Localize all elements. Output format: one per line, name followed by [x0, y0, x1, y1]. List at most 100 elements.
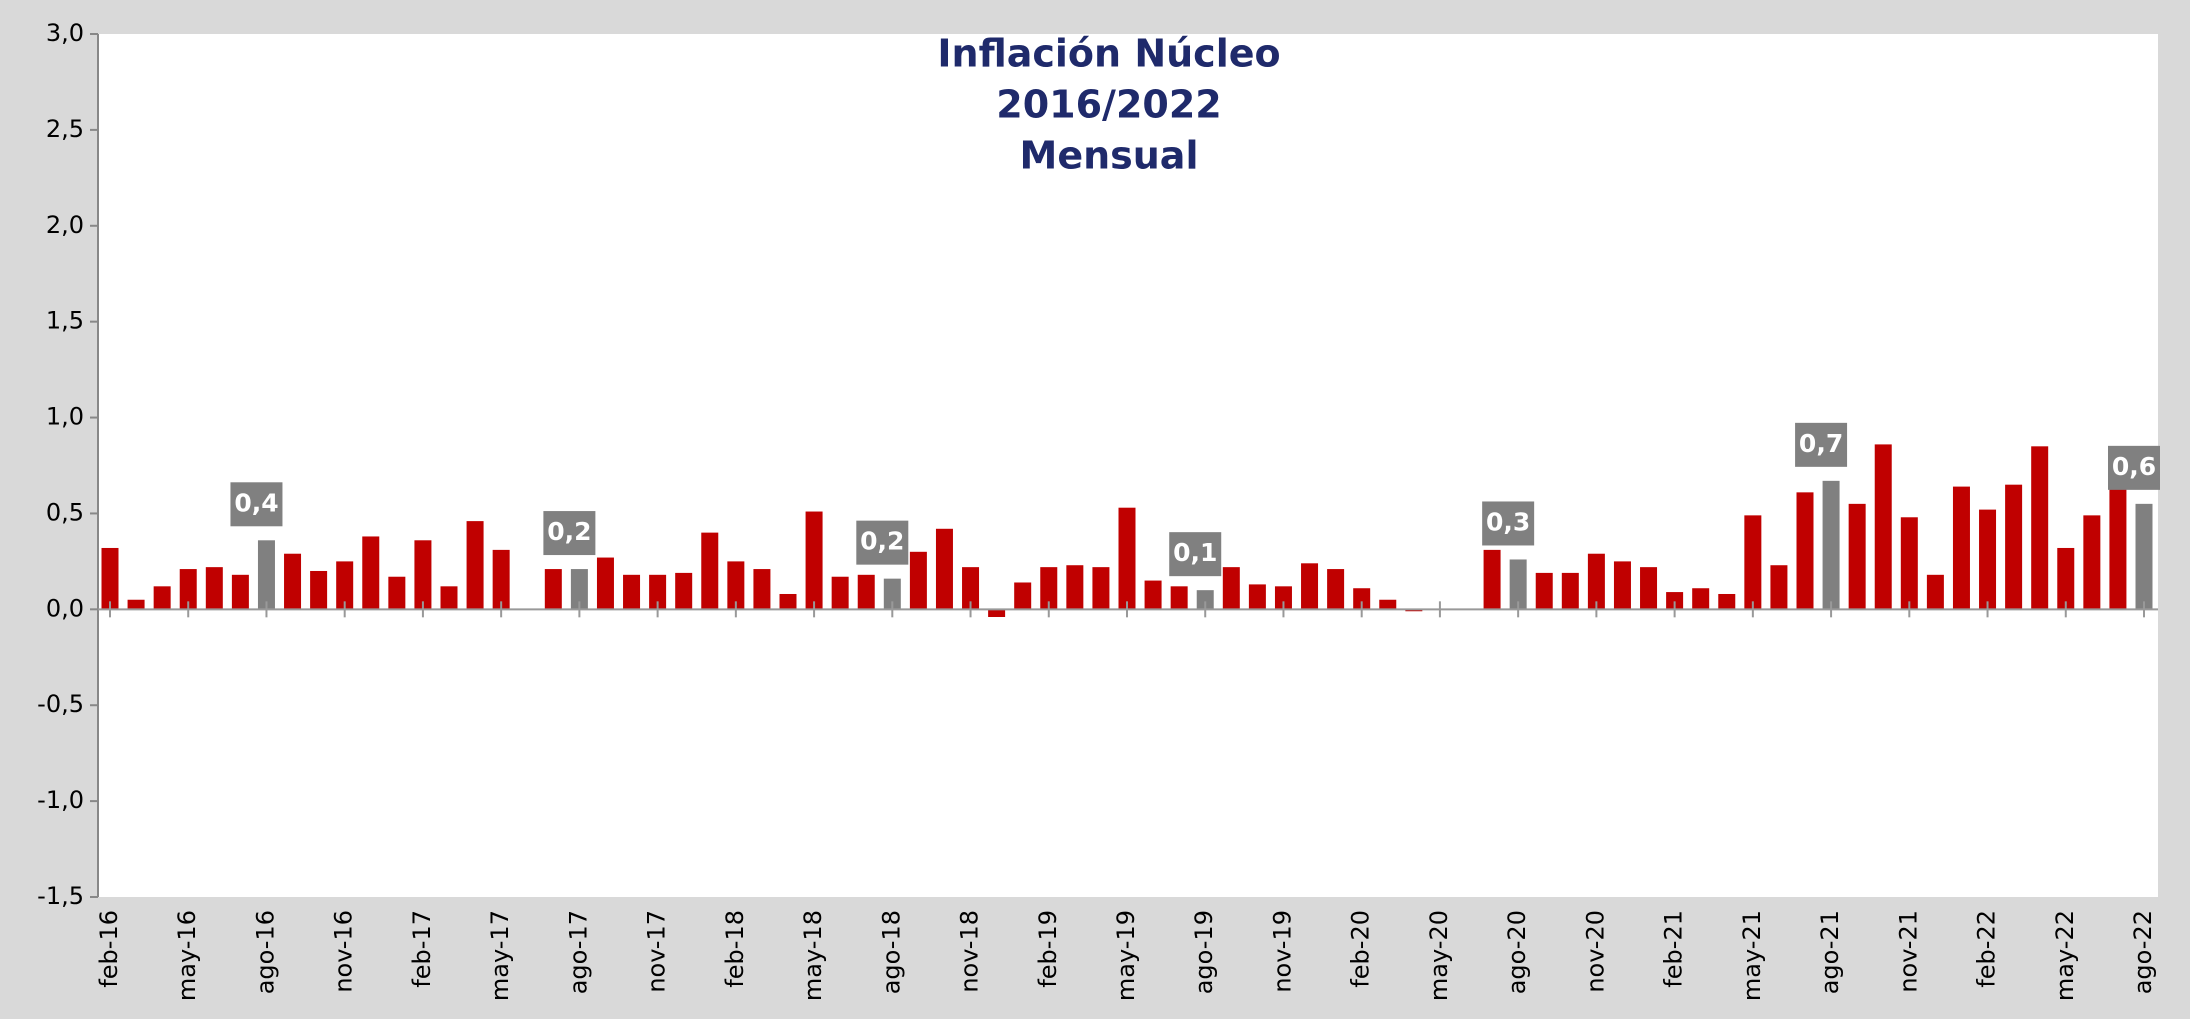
x-tick-label: may-22: [2051, 910, 2079, 1001]
bar: [1248, 584, 1266, 610]
bar: [1926, 574, 1944, 610]
bar: [988, 609, 1006, 618]
x-tick-label: ago-22: [2129, 910, 2157, 994]
bar: [1144, 580, 1162, 610]
bar: [388, 576, 406, 610]
bar: [336, 561, 354, 610]
value-label-box: [2108, 445, 2160, 490]
x-tick-label: feb-16: [95, 910, 123, 988]
bar: [1379, 599, 1397, 610]
value-label-box: [1169, 532, 1222, 577]
bar: [179, 569, 197, 610]
bar: [127, 599, 145, 610]
bar: [2005, 484, 2023, 610]
x-tick-label: may-17: [486, 910, 514, 1001]
value-label: 0,2: [860, 527, 904, 556]
bar: [1274, 586, 1292, 610]
x-tick-label: feb-20: [1347, 910, 1375, 988]
chart-title: Inflación Núcleo: [937, 32, 1280, 76]
bar: [1796, 492, 1814, 610]
bar: [675, 572, 693, 610]
y-tick-label: 2,0: [46, 211, 84, 239]
value-label: 0,7: [1799, 429, 1843, 458]
value-label-box: [1795, 422, 1848, 467]
bar: [1014, 582, 1032, 610]
bar: [1587, 553, 1605, 610]
bar: [492, 549, 510, 610]
x-tick-label: ago-17: [564, 910, 592, 994]
bar: [701, 532, 719, 610]
x-tick-label: ago-19: [1190, 910, 1218, 994]
bar: [883, 578, 901, 610]
x-tick-label: ago-18: [877, 910, 905, 994]
x-tick-label: feb-19: [1034, 910, 1062, 988]
x-tick-label: feb-21: [1660, 910, 1688, 988]
x-tick-label: ago-21: [1816, 910, 1844, 994]
bar: [2109, 488, 2127, 610]
value-label: 0,4: [234, 488, 278, 517]
bar: [1170, 586, 1188, 610]
x-tick-label: nov-17: [643, 910, 671, 993]
bar: [1118, 507, 1136, 610]
bar: [1744, 515, 1762, 610]
y-tick-label: 1,0: [46, 403, 84, 431]
value-label-box: [230, 482, 283, 527]
value-label: 0,1: [1173, 538, 1217, 567]
bar: [2057, 547, 2075, 610]
y-tick-label: 1,5: [46, 307, 84, 335]
x-tick-label: feb-17: [408, 910, 436, 988]
bar: [831, 576, 849, 610]
x-tick-label: may-18: [799, 910, 827, 1001]
x-tick-label: feb-22: [1973, 910, 2001, 988]
bar: [909, 551, 927, 610]
bar: [1613, 561, 1631, 610]
bar: [935, 528, 953, 610]
bar: [1561, 572, 1579, 610]
bar: [753, 569, 771, 610]
bar: [623, 574, 641, 610]
bar: [1666, 592, 1684, 610]
bar: [1952, 486, 1970, 610]
value-label-box: [856, 520, 909, 565]
bar: [440, 586, 458, 610]
bar: [727, 561, 745, 610]
bar: [205, 567, 223, 610]
y-tick-label: 2,5: [46, 115, 84, 143]
y-tick-label: 3,0: [46, 19, 84, 47]
bar: [779, 593, 797, 610]
bar: [1092, 567, 1110, 610]
x-tick-label: nov-18: [956, 910, 984, 993]
bar: [1848, 503, 1866, 610]
bar: [1900, 517, 1918, 610]
bar: [1327, 569, 1345, 610]
value-label-box: [543, 511, 596, 556]
x-tick-label: ago-20: [1503, 910, 1531, 994]
bar: [1196, 590, 1214, 610]
bar: [1822, 480, 1840, 610]
bar: [414, 540, 432, 610]
y-tick-label: 0,0: [46, 594, 84, 622]
bar: [570, 569, 588, 610]
bar: [310, 570, 328, 610]
value-label: 0,3: [1486, 507, 1530, 536]
bar: [1222, 567, 1240, 610]
bar: [362, 536, 380, 610]
bar: [1718, 593, 1736, 610]
chart-title: Mensual: [1020, 134, 1199, 178]
bar: [2031, 446, 2049, 610]
bar: [1979, 509, 1997, 610]
x-tick-label: may-19: [1112, 910, 1140, 1001]
value-label-box: [1482, 501, 1535, 546]
bar: [649, 574, 667, 610]
bar: [857, 574, 875, 610]
x-tick-label: nov-20: [1581, 910, 1609, 993]
bar: [544, 569, 562, 610]
bar: [2083, 515, 2101, 610]
chart-title: 2016/2022: [996, 83, 1221, 127]
bar: [1066, 565, 1084, 610]
bar: [962, 567, 980, 610]
bar: [1874, 444, 1892, 610]
bar: [257, 540, 275, 610]
y-tick-label: 0,5: [46, 498, 84, 526]
